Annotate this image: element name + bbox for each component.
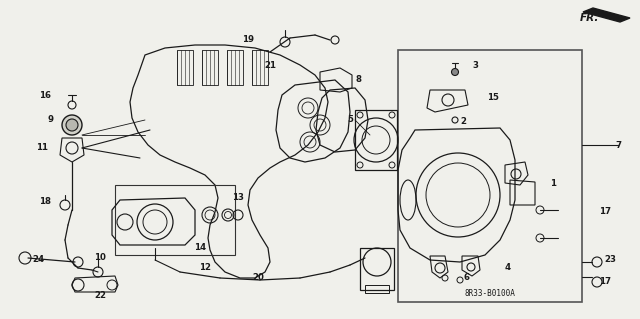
- Text: 23: 23: [604, 256, 616, 264]
- Bar: [115, 185, 235, 255]
- Text: 18: 18: [39, 197, 51, 206]
- Text: 9: 9: [47, 115, 53, 124]
- Text: 6: 6: [463, 273, 469, 283]
- Text: FR.: FR.: [580, 13, 600, 23]
- Text: 3: 3: [472, 62, 478, 70]
- Text: 22: 22: [94, 291, 106, 300]
- Bar: [398, 50, 582, 302]
- Text: 16: 16: [39, 91, 51, 100]
- Circle shape: [62, 115, 82, 135]
- Text: 8: 8: [355, 76, 361, 85]
- Text: 24: 24: [32, 256, 44, 264]
- Text: 2: 2: [460, 117, 466, 127]
- Text: 5: 5: [347, 115, 353, 124]
- Bar: [227, 50, 243, 85]
- Bar: [365, 285, 389, 293]
- Text: 11: 11: [36, 144, 48, 152]
- Text: 19: 19: [242, 35, 254, 44]
- Text: 21: 21: [264, 61, 276, 70]
- Bar: [360, 248, 394, 290]
- Text: 4: 4: [505, 263, 511, 272]
- Text: 7: 7: [615, 140, 621, 150]
- Circle shape: [451, 69, 458, 76]
- Text: 12: 12: [199, 263, 211, 272]
- Text: 17: 17: [599, 207, 611, 217]
- Text: 15: 15: [487, 93, 499, 102]
- Circle shape: [66, 119, 78, 131]
- Text: 8R33-B0100A: 8R33-B0100A: [465, 290, 515, 299]
- Text: 1: 1: [550, 179, 556, 188]
- Bar: [202, 50, 218, 85]
- Text: 13: 13: [232, 194, 244, 203]
- Polygon shape: [583, 8, 630, 22]
- Text: 17: 17: [599, 278, 611, 286]
- Bar: [355, 110, 397, 170]
- Text: 20: 20: [252, 273, 264, 283]
- Bar: [177, 50, 193, 85]
- Text: 10: 10: [94, 254, 106, 263]
- Text: 14: 14: [194, 243, 206, 253]
- Bar: [252, 50, 268, 85]
